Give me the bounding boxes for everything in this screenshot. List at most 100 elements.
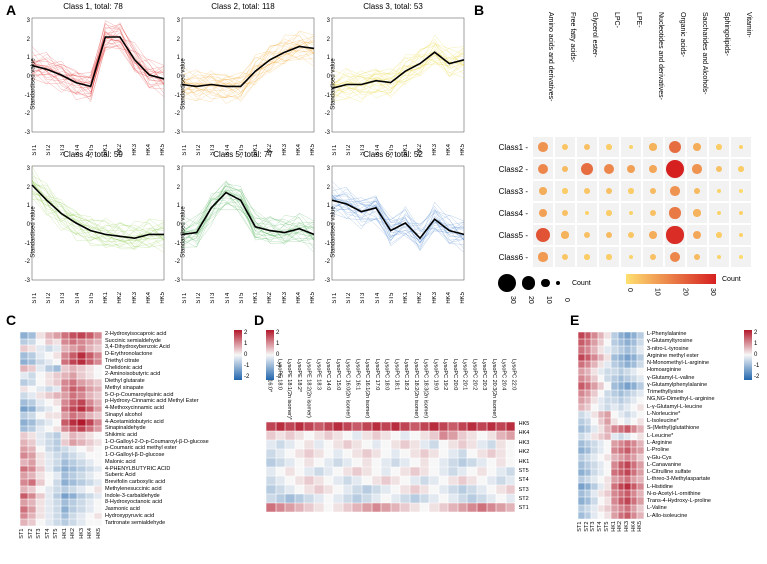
heatmap-cell bbox=[631, 497, 638, 504]
heatmap-cell bbox=[285, 485, 295, 494]
heatmap-cell bbox=[585, 512, 592, 519]
heatmap-cell bbox=[314, 431, 324, 440]
heatmap-cell bbox=[458, 440, 468, 449]
heatmap-cell bbox=[53, 459, 61, 466]
heatmap-cell bbox=[28, 486, 36, 493]
heatmap-cell bbox=[604, 332, 611, 339]
heatmap-cell bbox=[585, 346, 592, 353]
dot-cell bbox=[665, 247, 685, 267]
heatmap-cell bbox=[624, 425, 631, 432]
heatmap-cell bbox=[591, 505, 598, 512]
heatmap-cell bbox=[94, 399, 102, 406]
heatmap-cell bbox=[631, 397, 638, 404]
heatmap-cell bbox=[285, 494, 295, 503]
heatmap-cell bbox=[391, 476, 401, 485]
heatmap-cell bbox=[285, 467, 295, 476]
heatmap-cell bbox=[324, 431, 334, 440]
heatmap-cell bbox=[372, 431, 382, 440]
heatmap-cell bbox=[624, 346, 631, 353]
heatmap-cell bbox=[276, 422, 286, 431]
heatmap-cell bbox=[36, 372, 44, 379]
heatmap-cell bbox=[362, 440, 372, 449]
heatmap-cell bbox=[343, 449, 353, 458]
heatmap-cell bbox=[36, 439, 44, 446]
heatmap-cell bbox=[69, 446, 77, 453]
heatmap-cell bbox=[45, 472, 53, 479]
heatmap-cell bbox=[53, 392, 61, 399]
heatmap-cell bbox=[611, 505, 618, 512]
heatmap-cell bbox=[467, 467, 477, 476]
heatmap-cell bbox=[410, 422, 420, 431]
heatmap-cell bbox=[266, 467, 276, 476]
dot-row: Class2 - bbox=[486, 158, 752, 180]
heatmap-cell bbox=[604, 454, 611, 461]
heatmap-cell bbox=[20, 345, 28, 352]
heatmap-cell bbox=[578, 505, 585, 512]
dot bbox=[627, 165, 636, 174]
panel-d: HK5HK4HK3HK2HK1ST5ST4ST3ST2ST1LysoPE 16:… bbox=[260, 326, 560, 560]
heatmap-cell bbox=[604, 368, 611, 375]
heatmap-cell bbox=[61, 399, 69, 406]
dot-cell bbox=[555, 247, 575, 267]
dot-cell bbox=[709, 225, 729, 245]
heatmap-cell bbox=[624, 440, 631, 447]
dot bbox=[606, 144, 611, 149]
heatmap-cell bbox=[314, 503, 324, 512]
heatmap-cell bbox=[20, 479, 28, 486]
heatmap-cell bbox=[53, 372, 61, 379]
heatmap-cell bbox=[624, 368, 631, 375]
dot-cell bbox=[533, 203, 553, 223]
heatmap-cell bbox=[61, 446, 69, 453]
heatmap-cell bbox=[631, 512, 638, 519]
heatmap-cell bbox=[611, 354, 618, 361]
heatmap-cell bbox=[618, 339, 625, 346]
heatmap-cell bbox=[77, 339, 85, 346]
panel-c: 2-Hydroxyisocaproic acidSuccinic semiald… bbox=[16, 326, 252, 560]
dot bbox=[536, 228, 550, 242]
heatmap-cell bbox=[314, 422, 324, 431]
dot-cell bbox=[665, 137, 685, 157]
dot bbox=[581, 163, 593, 175]
heatmap-cell bbox=[69, 365, 77, 372]
heatmap-cell bbox=[637, 476, 644, 483]
heatmap-cell bbox=[458, 485, 468, 494]
heatmap-cell bbox=[598, 354, 605, 361]
heatmap-cell bbox=[420, 458, 430, 467]
heatmap-cell bbox=[604, 433, 611, 440]
heatmap-cell bbox=[604, 512, 611, 519]
heatmap-grid bbox=[20, 332, 102, 526]
heatmap-cell bbox=[333, 467, 343, 476]
heatmap-cell bbox=[36, 412, 44, 419]
heatmap-cell bbox=[591, 440, 598, 447]
heatmap-cell bbox=[352, 440, 362, 449]
heatmap-cell bbox=[591, 390, 598, 397]
heatmap-cell bbox=[61, 339, 69, 346]
heatmap-cell bbox=[598, 382, 605, 389]
heatmap-cell bbox=[20, 332, 28, 339]
heatmap-cell bbox=[28, 339, 36, 346]
heatmap-cell bbox=[362, 503, 372, 512]
heatmap-cell bbox=[506, 458, 516, 467]
heatmap-cell bbox=[304, 458, 314, 467]
heatmap-cell bbox=[381, 458, 391, 467]
heatmap-cell bbox=[372, 440, 382, 449]
dot bbox=[628, 232, 634, 238]
heatmap-cell bbox=[94, 345, 102, 352]
heatmap-cell bbox=[631, 339, 638, 346]
heatmap-cell bbox=[624, 397, 631, 404]
heatmap-cell bbox=[637, 411, 644, 418]
heatmap-cell bbox=[637, 346, 644, 353]
heatmap-cell bbox=[611, 497, 618, 504]
heatmap-cell bbox=[333, 485, 343, 494]
heatmap-cell bbox=[285, 422, 295, 431]
heatmap-cell bbox=[304, 431, 314, 440]
heatmap-cell bbox=[429, 503, 439, 512]
panel-label-c: C bbox=[6, 312, 16, 328]
heatmap-cell bbox=[86, 392, 94, 399]
heatmap-cell bbox=[276, 494, 286, 503]
dot-cell bbox=[599, 181, 619, 201]
heatmap-cell bbox=[618, 361, 625, 368]
heatmap-cell bbox=[585, 368, 592, 375]
heatmap-cell bbox=[333, 494, 343, 503]
heatmap-cell bbox=[506, 449, 516, 458]
